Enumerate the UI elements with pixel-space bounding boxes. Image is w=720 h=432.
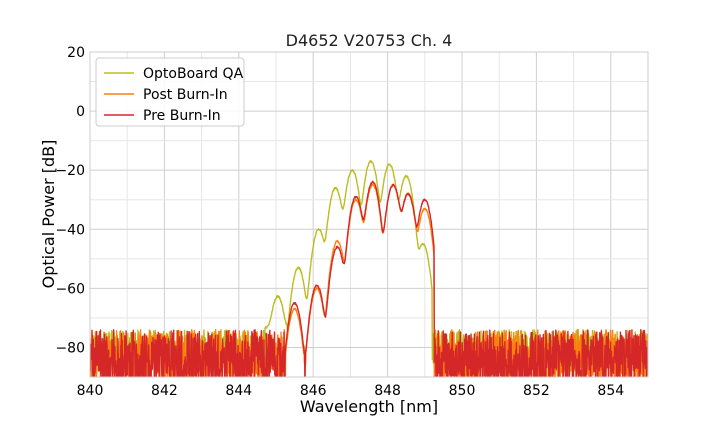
x-tick-label: 846 bbox=[300, 383, 327, 399]
x-tick-label: 852 bbox=[523, 383, 550, 399]
legend-entry: Post Burn-In bbox=[143, 87, 228, 103]
x-tick-label: 850 bbox=[449, 383, 476, 399]
y-tick-label: 0 bbox=[76, 104, 85, 120]
x-axis-label: Wavelength [nm] bbox=[300, 397, 438, 416]
y-tick-label: −40 bbox=[55, 222, 85, 238]
y-axis-label: Optical Power [dB] bbox=[39, 140, 58, 289]
y-tick-label: −20 bbox=[55, 163, 85, 179]
x-tick-label: 840 bbox=[77, 383, 104, 399]
legend: OptoBoard QA Post Burn-In Pre Burn-In bbox=[95, 57, 245, 127]
y-tick-label: 20 bbox=[67, 45, 85, 61]
x-tick-label: 844 bbox=[225, 383, 252, 399]
y-tick-label: −60 bbox=[55, 281, 85, 297]
legend-entry: OptoBoard QA bbox=[143, 66, 244, 82]
plot-frame bbox=[89, 51, 649, 378]
legend-box bbox=[95, 57, 245, 127]
tick-labels: 840 842 844 846 848 850 852 854 20 0 −20 −40 −60 −80 bbox=[55, 45, 624, 399]
series-layer bbox=[90, 159, 648, 377]
y-tick-label: −80 bbox=[55, 340, 85, 356]
x-tick-label: 842 bbox=[151, 383, 178, 399]
chart-title: D4652 V20753 Ch. 4 bbox=[286, 31, 453, 50]
legend-entry: Pre Burn-In bbox=[143, 108, 221, 124]
x-tick-label: 854 bbox=[597, 383, 624, 399]
series-line-2 bbox=[90, 180, 648, 377]
x-tick-label: 848 bbox=[374, 383, 401, 399]
